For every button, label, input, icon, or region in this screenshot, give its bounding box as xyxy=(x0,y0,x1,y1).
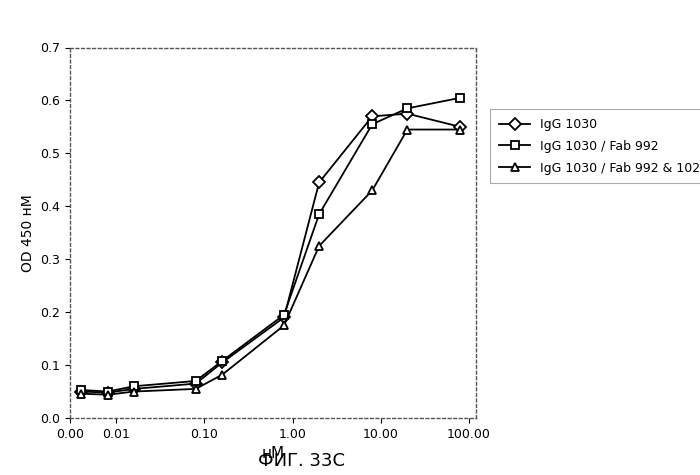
Line: IgG 1030 / Fab 992: IgG 1030 / Fab 992 xyxy=(77,94,465,396)
IgG 1030 / Fab 992 & 1024 xyxy=(280,323,288,328)
IgG 1030 / Fab 992 xyxy=(456,95,465,101)
IgG 1030 / Fab 992 & 1024 xyxy=(456,127,465,133)
IgG 1030 / Fab 992 xyxy=(315,211,323,217)
IgG 1030 / Fab 992 & 1024 xyxy=(104,392,112,398)
IgG 1030 / Fab 992 & 1024 xyxy=(315,243,323,249)
IgG 1030 / Fab 992 xyxy=(130,383,139,389)
IgG 1030 / Fab 992 & 1024 xyxy=(368,188,377,193)
IgG 1030 / Fab 992 xyxy=(77,387,85,393)
IgG 1030 / Fab 992 & 1024 xyxy=(218,372,227,378)
Legend: IgG 1030, IgG 1030 / Fab 992, IgG 1030 / Fab 992 & 1024: IgG 1030, IgG 1030 / Fab 992, IgG 1030 /… xyxy=(491,109,700,183)
IgG 1030 xyxy=(192,381,200,387)
IgG 1030 xyxy=(104,390,112,396)
IgG 1030 xyxy=(130,386,139,392)
IgG 1030 / Fab 992 xyxy=(104,389,112,394)
IgG 1030 xyxy=(77,389,85,394)
Text: ФИГ. 33C: ФИГ. 33C xyxy=(258,452,344,470)
IgG 1030 / Fab 992 xyxy=(280,312,288,318)
IgG 1030 / Fab 992 xyxy=(218,358,227,364)
IgG 1030 / Fab 992 xyxy=(368,122,377,127)
IgG 1030 / Fab 992 & 1024 xyxy=(192,386,200,392)
IgG 1030 xyxy=(368,114,377,119)
X-axis label: нM: нM xyxy=(261,446,285,461)
Line: IgG 1030 / Fab 992 & 1024: IgG 1030 / Fab 992 & 1024 xyxy=(77,125,465,399)
IgG 1030 xyxy=(456,124,465,130)
IgG 1030 xyxy=(403,111,412,116)
IgG 1030 / Fab 992 & 1024 xyxy=(403,127,412,133)
IgG 1030 / Fab 992 & 1024 xyxy=(130,389,139,394)
IgG 1030 / Fab 992 xyxy=(403,105,412,111)
Line: IgG 1030: IgG 1030 xyxy=(77,110,465,397)
IgG 1030 / Fab 992 & 1024 xyxy=(77,391,85,397)
Y-axis label: OD 450 нM: OD 450 нM xyxy=(21,194,35,272)
IgG 1030 xyxy=(315,180,323,185)
IgG 1030 xyxy=(218,360,227,365)
IgG 1030 / Fab 992 xyxy=(192,378,200,384)
IgG 1030 xyxy=(280,314,288,320)
